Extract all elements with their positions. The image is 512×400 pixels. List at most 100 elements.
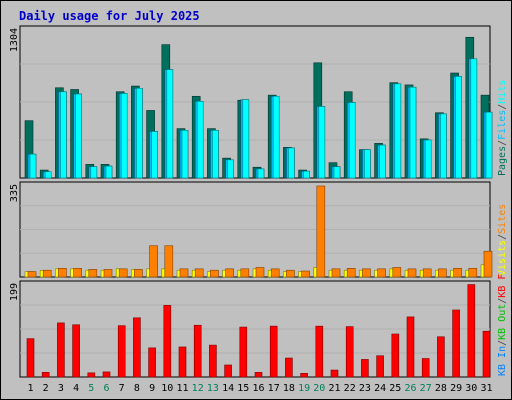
- hits-bar: [44, 171, 52, 179]
- kbf-bar: [376, 355, 384, 378]
- legend-entry: KB In: [497, 346, 508, 376]
- hits-bar: [470, 58, 478, 179]
- sites-bar: [240, 268, 250, 278]
- kbf-bar: [285, 357, 293, 378]
- hits-bar: [288, 147, 295, 179]
- kbf-bar: [193, 324, 202, 378]
- legend-entry: Visits: [497, 240, 508, 276]
- legend-1: Pages/Files/Hits: [497, 80, 508, 176]
- kbf-bar: [269, 325, 278, 378]
- hits-bar: [364, 149, 371, 179]
- hits-bar: [227, 159, 234, 179]
- x-tick-label: 25: [389, 383, 401, 394]
- hits-bar: [257, 168, 265, 179]
- sites-bar: [27, 271, 37, 278]
- legend-entry: Sites: [497, 204, 508, 234]
- kbf-bar: [72, 324, 80, 378]
- kbf-bar: [300, 373, 308, 378]
- hits-bar: [409, 86, 417, 179]
- kbf-bar: [406, 316, 415, 378]
- x-tick-label: 23: [359, 383, 371, 394]
- x-tick-label: 15: [237, 383, 249, 394]
- hits-bar: [424, 139, 432, 179]
- kbf-bar: [102, 371, 111, 378]
- kbf-bar: [148, 347, 156, 378]
- x-tick-label: 3: [58, 383, 64, 394]
- sites-bar: [286, 269, 295, 278]
- legend-entry: /: [497, 104, 508, 110]
- sites-bar: [377, 268, 386, 278]
- hits-bar: [29, 153, 37, 179]
- legend-entry: /: [497, 234, 508, 240]
- legend-entry: /: [497, 340, 508, 346]
- hits-bar: [166, 69, 174, 179]
- hits-bar: [212, 130, 219, 179]
- x-tick-label: 2: [43, 383, 49, 394]
- y-max-label: 335: [9, 184, 20, 202]
- x-tick-label: 21: [328, 383, 340, 394]
- x-tick-label: 12: [192, 383, 204, 394]
- x-tick-label: 28: [435, 383, 447, 394]
- x-tick-label: 4: [73, 383, 79, 394]
- x-tick-label: 7: [119, 383, 125, 394]
- x-tick-label: 1: [27, 383, 33, 394]
- kbf-bar: [391, 333, 400, 378]
- sites-bar: [255, 267, 265, 278]
- sites-bar: [73, 268, 82, 278]
- hits-bar: [485, 111, 493, 179]
- kbf-bar: [224, 364, 232, 378]
- legend-entry: KB F: [497, 274, 508, 298]
- sites-bar: [42, 269, 52, 278]
- kbf-bar: [239, 326, 248, 378]
- kbf-bar: [452, 309, 460, 378]
- sites-bar: [422, 268, 432, 278]
- hits-bar: [196, 101, 204, 179]
- hits-bar: [440, 113, 447, 179]
- kbf-bar: [345, 326, 354, 378]
- kbf-bar: [87, 372, 96, 378]
- x-tick-label: 22: [344, 383, 356, 394]
- x-tick-label: 18: [283, 383, 295, 394]
- sites-bar: [362, 268, 371, 278]
- x-tick-label: 26: [404, 383, 416, 394]
- sites-bar: [118, 268, 128, 278]
- kbf-bar: [26, 338, 35, 378]
- x-tick-label: 13: [207, 383, 219, 394]
- kbf-bar: [41, 372, 50, 378]
- sites-bar: [164, 245, 174, 278]
- hits-bar: [151, 131, 158, 179]
- sites-bar: [346, 268, 356, 278]
- kbf-bar: [482, 330, 491, 378]
- hits-bar: [394, 83, 402, 179]
- sites-bar: [438, 268, 447, 278]
- x-tick-label: 10: [161, 383, 173, 394]
- x-tick-label: 14: [222, 383, 234, 394]
- x-tick-label: 20: [313, 383, 325, 394]
- hits-bar: [60, 91, 67, 179]
- hits-bar: [348, 102, 356, 179]
- kbf-bar: [117, 325, 126, 378]
- sites-bar: [270, 268, 280, 278]
- kbf-bar: [421, 358, 430, 378]
- sites-bar: [453, 268, 462, 278]
- kbf-bar: [467, 284, 476, 378]
- kbf-bar: [254, 372, 263, 378]
- chart-title: Daily usage for July 2025: [19, 9, 200, 23]
- kbf-bar: [133, 317, 141, 378]
- x-tick-label: 11: [176, 383, 188, 394]
- sites-bar: [392, 267, 402, 278]
- hits-bar: [455, 76, 462, 179]
- sites-bar: [210, 269, 219, 278]
- y-max-label: 199: [9, 283, 20, 301]
- sites-bar: [483, 250, 493, 278]
- x-tick-label: 24: [374, 383, 386, 394]
- sites-bar: [194, 268, 204, 278]
- legend-entry: /: [497, 298, 508, 304]
- legend-entry: /: [497, 140, 508, 146]
- sites-bar: [103, 269, 113, 278]
- legend-2: Visits/Sites: [497, 204, 508, 276]
- kbf-bar: [437, 336, 445, 378]
- x-tick-label: 9: [149, 383, 155, 394]
- x-tick-label: 19: [298, 383, 310, 394]
